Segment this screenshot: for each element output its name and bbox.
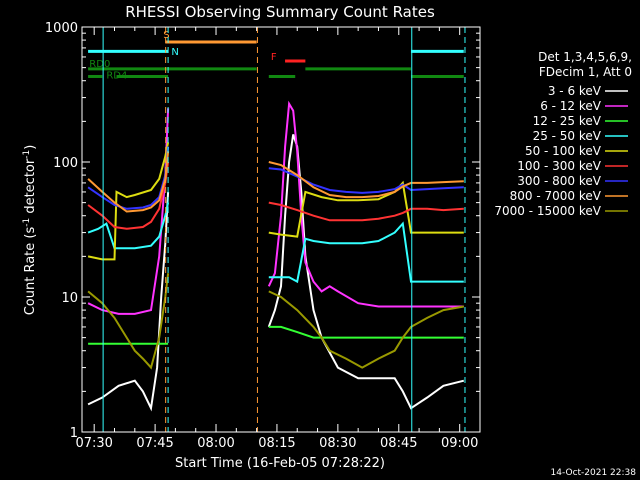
chart-title: RHESSI Observing Summary Count Rates: [125, 3, 435, 21]
vertical-markers: [102, 27, 466, 432]
flag-label: RD0: [89, 59, 110, 70]
legend-label: 25 - 50 keV: [533, 129, 602, 143]
x-tick-label: 08:30: [319, 436, 356, 451]
flag-label: S: [163, 30, 169, 41]
series-line: [87, 161, 170, 230]
series-line: [268, 180, 464, 238]
flag-label: RD4: [106, 71, 127, 82]
series-line: [87, 151, 170, 213]
y-tick-label: 100: [53, 156, 78, 171]
series-line: [87, 273, 170, 370]
series-line: [268, 201, 464, 222]
series-line: [87, 142, 170, 261]
legend-label: 50 - 100 keV: [525, 144, 602, 158]
legend-label: 12 - 25 keV: [533, 114, 602, 128]
series-line: [268, 290, 464, 369]
x-tick-label: 08:15: [258, 436, 295, 451]
series-line: [267, 100, 464, 308]
flag-label: N: [171, 47, 178, 58]
flag-label: F: [271, 52, 277, 63]
x-tick-label: 08:45: [380, 436, 417, 451]
legend-label: 3 - 6 keV: [548, 84, 602, 98]
plot-frame: [81, 26, 481, 433]
x-tick-label: 08:00: [197, 436, 234, 451]
legend-label: 800 - 7000 keV: [510, 189, 602, 203]
series-line: [87, 191, 170, 412]
data-lines: [87, 100, 465, 412]
plot-border: [81, 26, 481, 433]
legend-label: 300 - 800 keV: [517, 174, 601, 188]
legend: Det 1,3,4,5,6,9, FDecim 1, Att 0 3 - 6 k…: [494, 50, 632, 218]
legend-label: 6 - 12 keV: [540, 99, 602, 113]
x-axis-ticks: 07:30 07:45 08:00 08:15 08:30 08:45 09:00: [75, 27, 478, 451]
svg-text:Count Rate (s-1 detector-1): Count Rate (s-1 detector-1): [22, 145, 38, 316]
footer-date: 14-Oct-2021 22:38: [551, 468, 637, 478]
y-tick-label: 1000: [45, 21, 78, 36]
y-tick-label: 10: [61, 291, 78, 306]
x-axis-label: Start Time (16-Feb-05 07:28:22): [175, 456, 385, 471]
y-axis-ticks: 1 10 100 1000: [45, 21, 480, 441]
legend-label: 7000 - 15000 keV: [494, 204, 601, 218]
x-tick-label: 09:00: [441, 436, 478, 451]
legend-header-1: Det 1,3,4,5,6,9,: [538, 50, 632, 64]
series-line: [268, 221, 464, 284]
y-tick-label: 1: [70, 426, 78, 441]
x-tick-label: 07:45: [136, 436, 173, 451]
legend-header-2: FDecim 1, Att 0: [539, 65, 632, 79]
x-tick-label: 07:30: [75, 436, 112, 451]
series-line: [268, 161, 464, 199]
legend-label: 100 - 300 keV: [517, 159, 601, 173]
series-line: [268, 325, 464, 339]
series-line: [87, 202, 170, 250]
y-axis-label: Count Rate (s-1 detector-1): [22, 145, 38, 316]
